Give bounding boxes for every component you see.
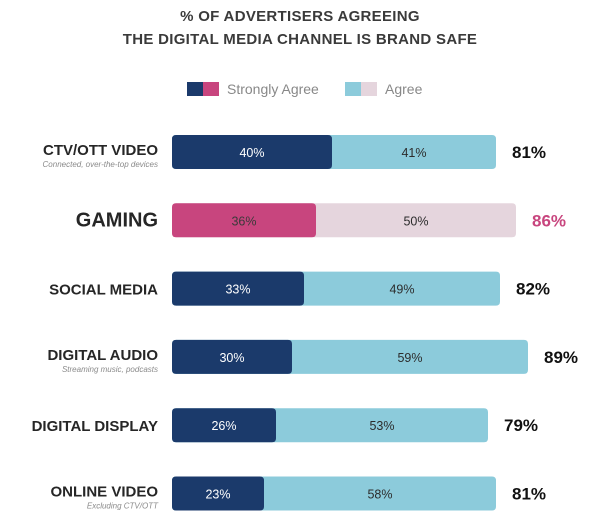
value-label-strongly-agree-ctv-ott-video: 40% [239, 146, 264, 160]
chart-title-line-2: THE DIGITAL MEDIA CHANNEL IS BRAND SAFE [122, 31, 478, 48]
bar-strongly-agree-online-video [172, 476, 264, 511]
value-label-strongly-agree-gaming: 36% [231, 214, 256, 228]
legend-swatch-agree-highlight [361, 82, 377, 96]
value-label-agree-digital-display: 53% [369, 419, 394, 433]
value-label-strongly-agree-social-media: 33% [225, 283, 250, 297]
bar-strongly-agree-digital-display [172, 408, 276, 443]
category-label-social-media: SOCIAL MEDIA [49, 282, 158, 299]
category-label-digital-display: DIGITAL DISPLAY [32, 418, 158, 435]
chart-title-line-1: % OF ADVERTISERS AGREEING [180, 8, 420, 25]
legend-swatch-strongly-agree-primary [187, 82, 203, 96]
category-subtitle-online-video: Excluding CTV/OTT [87, 502, 159, 511]
total-label-gaming: 86% [532, 211, 566, 230]
bar-strongly-agree-ctv-ott-video [172, 135, 332, 169]
bar-strongly-agree-gaming [172, 203, 316, 238]
legend-label-agree: Agree [385, 81, 423, 97]
category-subtitle-digital-audio: Streaming music, podcasts [62, 365, 158, 374]
category-subtitle-ctv-ott-video: Connected, over-the-top devices [43, 160, 158, 169]
value-label-agree-social-media: 49% [389, 283, 414, 297]
legend-item-strongly-agree: Strongly Agree [187, 79, 319, 99]
category-label-digital-audio: DIGITAL AUDIO [47, 347, 158, 364]
value-label-agree-gaming: 50% [403, 214, 428, 228]
legend-swatch-strongly-agree-highlight [203, 82, 219, 96]
category-label-gaming: GAMING [76, 209, 158, 231]
category-label-ctv-ott-video: CTV/OTT VIDEO [43, 142, 158, 159]
total-label-digital-display: 79% [504, 416, 538, 435]
value-label-agree-online-video: 58% [367, 488, 392, 502]
legend-swatch-agree-primary [345, 82, 361, 96]
value-label-strongly-agree-digital-audio: 30% [219, 351, 244, 365]
total-label-social-media: 82% [516, 280, 550, 299]
legend-item-agree: Agree [345, 79, 422, 99]
bar-strongly-agree-social-media [172, 271, 304, 306]
legend-label-strongly-agree: Strongly Agree [227, 81, 319, 97]
category-label-online-video: ONLINE VIDEO [50, 484, 158, 501]
total-label-ctv-ott-video: 81% [512, 143, 546, 162]
bar-strongly-agree-digital-audio [172, 339, 292, 374]
value-label-strongly-agree-digital-display: 26% [211, 419, 236, 433]
value-label-agree-ctv-ott-video: 41% [401, 146, 426, 160]
total-label-digital-audio: 89% [544, 348, 578, 367]
value-label-agree-digital-audio: 59% [397, 351, 422, 365]
total-label-online-video: 81% [512, 485, 546, 504]
value-label-strongly-agree-online-video: 23% [205, 488, 230, 502]
